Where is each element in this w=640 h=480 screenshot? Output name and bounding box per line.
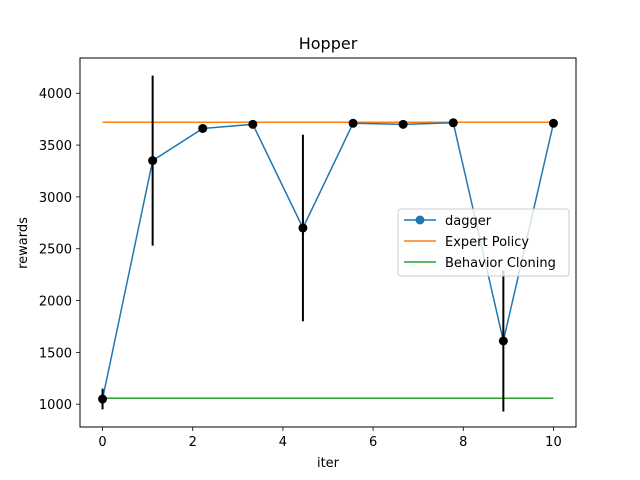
x-tick-label: 8 [459,435,467,450]
x-axis: 0 2 4 6 8 10 [98,427,562,450]
data-point [348,118,358,128]
legend-marker-dagger [415,215,425,225]
data-point [98,394,108,404]
y-axis: 1000 1500 2000 2500 3000 3500 4000 [39,87,80,413]
data-point [248,119,258,129]
data-point [448,118,458,128]
x-tick-label: 2 [189,435,197,450]
y-tick-label: 3500 [39,139,72,154]
data-point [148,156,158,166]
y-tick-label: 1500 [39,346,72,361]
x-tick-label: 6 [369,435,377,450]
x-tick-label: 4 [279,435,287,450]
y-tick-label: 2500 [39,243,72,258]
y-tick-label: 3000 [39,191,72,206]
x-tick-label: 0 [98,435,106,450]
chart-title: Hopper [299,34,358,53]
legend-box [397,208,570,277]
legend-label-expert-policy: Expert Policy [445,235,529,250]
y-tick-label: 1000 [39,398,72,413]
y-tick-label: 2000 [39,295,72,310]
y-axis-label: rewards [16,217,31,269]
legend-label-behavior-cloning: Behavior Cloning [445,256,556,271]
x-axis-label: iter [317,456,340,471]
legend: dagger Expert Policy Behavior Cloning [397,208,570,277]
data-point [398,119,408,129]
data-point [498,336,508,346]
data-point [548,118,558,128]
data-point [298,223,308,233]
x-tick-label: 10 [545,435,562,450]
y-tick-label: 4000 [39,87,72,102]
legend-label-dagger: dagger [445,214,492,229]
data-point [198,123,208,133]
